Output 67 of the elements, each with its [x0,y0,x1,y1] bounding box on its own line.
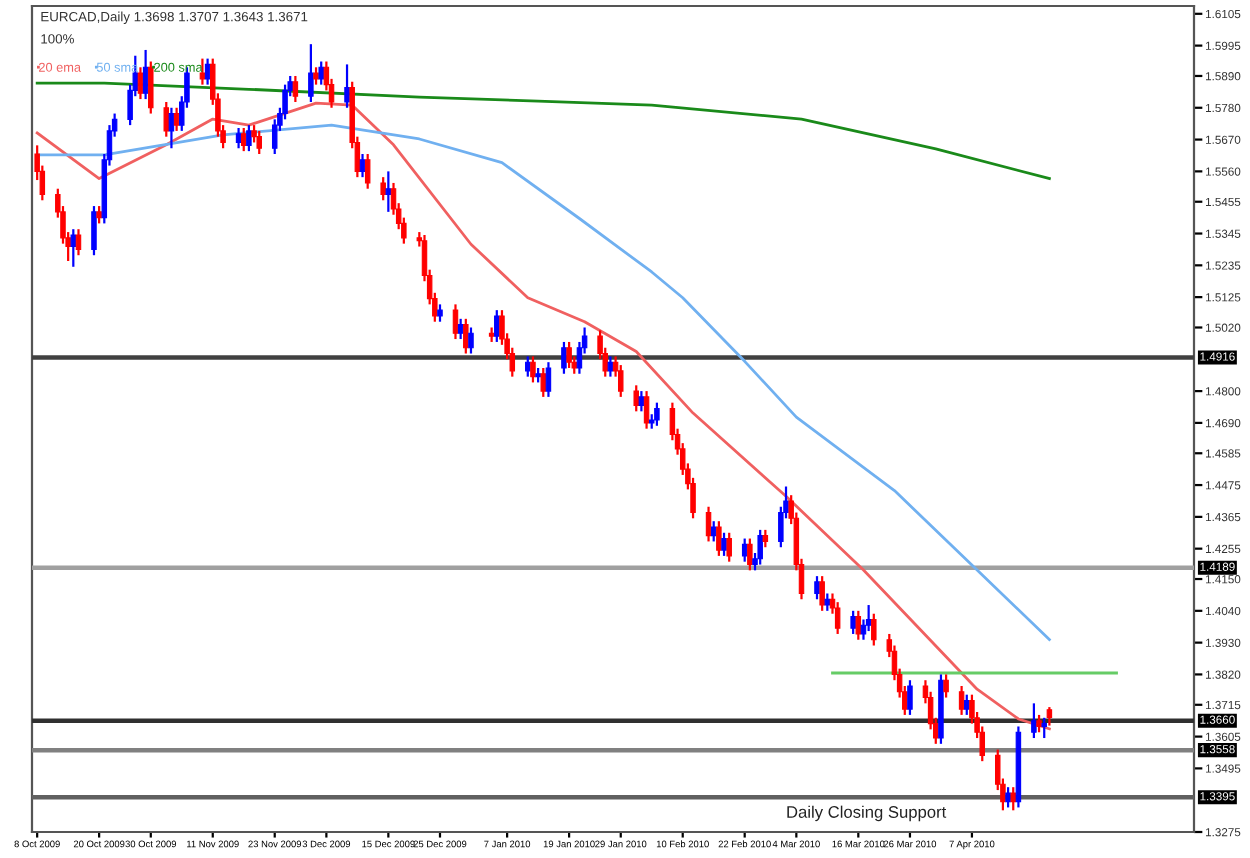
candlestick [318,60,324,86]
annotation: Daily Closing Support [787,805,947,822]
line-series [35,123,1051,641]
line-series [35,81,1051,180]
candlestick [1031,702,1037,740]
candlestick [871,612,877,647]
candlestick [710,520,717,543]
candlestick [1010,786,1016,812]
line-series [35,101,1051,731]
candlestick [617,363,624,398]
candlestick [1005,786,1011,809]
candlestick [705,505,712,543]
candlestick [168,106,175,150]
candlestick [654,401,660,427]
candlestick [643,389,650,430]
candlestick [75,228,82,257]
candlestick [561,340,567,375]
candlestick [163,100,170,138]
candlestick [173,106,180,133]
candlestick [452,303,459,341]
candlestick [530,355,536,384]
candlestick [142,48,149,101]
candlestick [199,57,206,86]
candlestick [638,389,645,413]
candlestick [457,317,464,341]
candlestick [726,531,732,563]
candlestick [865,603,872,633]
candlestick [958,684,965,717]
candlestick [468,326,474,355]
candlestick [246,124,252,153]
candlestick [380,176,386,202]
candlestick [566,340,572,370]
candlestick [540,366,547,398]
candlestick [359,152,366,179]
candlestick [364,152,371,190]
candlestick [308,43,314,104]
candlestick [741,537,748,563]
candlestick [240,126,247,153]
candlestick [855,609,862,641]
candlestick [235,126,242,150]
candlestick [850,609,856,636]
candlestick [607,355,614,378]
candlestick [385,170,392,213]
candlestick [292,74,299,104]
candlestick [204,57,211,86]
candlestick [1041,716,1047,740]
candlestick [757,528,763,566]
candlestick [721,531,727,558]
candlestick [494,309,500,344]
candlestick [525,355,531,378]
candlestick [545,361,552,398]
candlestick [814,575,820,601]
candlestick [463,317,469,355]
candlestick [1046,705,1053,727]
candlestick [70,228,77,268]
candlestick [747,537,753,572]
candlestick [716,520,722,558]
candlestick [834,601,841,636]
candlestick [633,384,639,413]
candlestick [819,575,825,612]
candlestick [344,63,350,109]
candlestick [907,679,913,717]
candlestick [91,204,97,257]
candlestick [137,66,144,101]
candlestick [943,673,949,699]
candlestick [256,129,262,156]
candlestick [964,693,970,717]
